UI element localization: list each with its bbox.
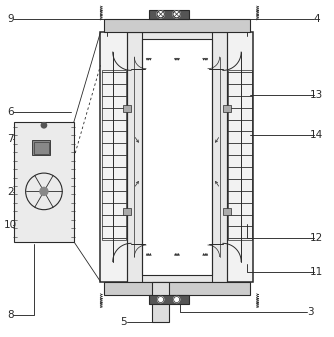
Bar <box>223 208 230 215</box>
Text: 14: 14 <box>310 130 323 140</box>
Bar <box>32 141 50 155</box>
Text: 5: 5 <box>121 316 127 327</box>
Circle shape <box>174 297 180 303</box>
Bar <box>104 282 250 295</box>
Text: 11: 11 <box>310 267 323 277</box>
Circle shape <box>41 123 47 128</box>
Text: 13: 13 <box>310 90 323 100</box>
Bar <box>152 282 169 321</box>
Text: 3: 3 <box>307 307 313 316</box>
Bar <box>149 9 189 19</box>
Circle shape <box>158 297 164 303</box>
Circle shape <box>157 10 164 18</box>
Bar <box>223 105 230 112</box>
Text: 9: 9 <box>7 14 14 24</box>
Text: 6: 6 <box>7 107 14 117</box>
Bar <box>124 105 131 112</box>
Text: 2: 2 <box>7 187 14 197</box>
Circle shape <box>173 10 180 18</box>
Bar <box>227 70 252 240</box>
Bar <box>127 32 227 282</box>
Text: 4: 4 <box>313 14 320 24</box>
Text: 10: 10 <box>4 220 17 230</box>
Bar <box>104 19 250 32</box>
Bar <box>124 208 131 215</box>
Text: 8: 8 <box>7 310 14 320</box>
Bar <box>14 122 74 242</box>
Bar <box>34 142 48 154</box>
Circle shape <box>40 187 48 195</box>
Text: 7: 7 <box>7 133 14 144</box>
Bar <box>102 70 127 240</box>
Bar <box>101 32 254 282</box>
Bar <box>142 39 212 275</box>
Bar <box>149 295 189 304</box>
Text: 12: 12 <box>310 233 323 243</box>
